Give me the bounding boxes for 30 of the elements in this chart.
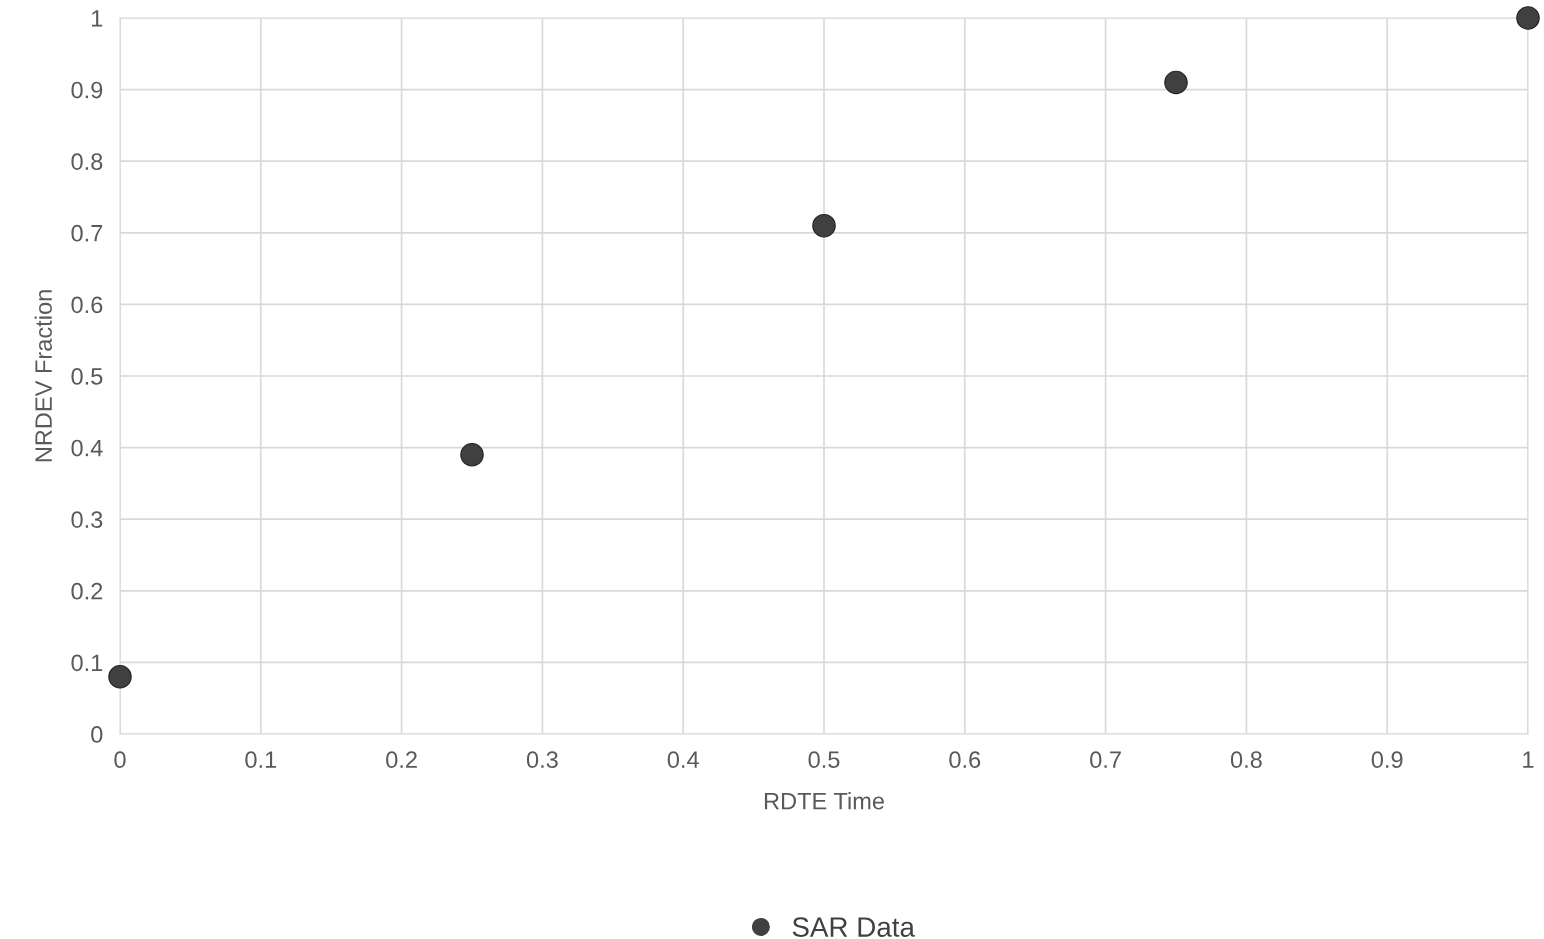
x-tick-label: 0.3 <box>526 751 558 769</box>
y-tick-label: 0.5 <box>71 368 103 385</box>
x-tick-label: 0 <box>114 751 126 769</box>
x-tick-label: 0.9 <box>1371 751 1403 769</box>
y-tick-label: 0.8 <box>71 153 103 170</box>
point <box>1516 6 1540 30</box>
x-tick-label: 0.2 <box>386 751 417 769</box>
y-tick-label: 0.9 <box>71 81 103 99</box>
point <box>460 443 484 467</box>
x-tick-label: 0.4 <box>667 751 699 769</box>
y-tick-label: 0.4 <box>71 439 103 457</box>
y-tick-label: 0 <box>91 726 103 743</box>
x-tick-label: 0.6 <box>949 751 981 769</box>
legend-label: SAR Data <box>792 917 915 937</box>
x-axis-title: RDTE Time <box>764 792 884 810</box>
y-tick-label: 0.2 <box>71 582 103 600</box>
x-tick-label: 0.1 <box>245 751 277 769</box>
x-tick-label: 0.8 <box>1230 751 1262 769</box>
y-tick-label: 0.6 <box>71 296 103 314</box>
point <box>1164 70 1188 95</box>
x-tick-label: 0.7 <box>1090 751 1121 769</box>
y-tick-label: 0.3 <box>71 511 103 528</box>
point <box>108 664 132 689</box>
y-axis-title: NRDEV Fraction <box>34 290 52 462</box>
y-tick-label: 0.1 <box>71 654 103 672</box>
x-tick-label: 1 <box>1523 751 1534 768</box>
point <box>812 213 836 238</box>
x-tick-label: 0.5 <box>808 751 840 769</box>
y-tick-label: 0.7 <box>71 224 103 242</box>
y-tick-label: 1 <box>92 10 103 27</box>
